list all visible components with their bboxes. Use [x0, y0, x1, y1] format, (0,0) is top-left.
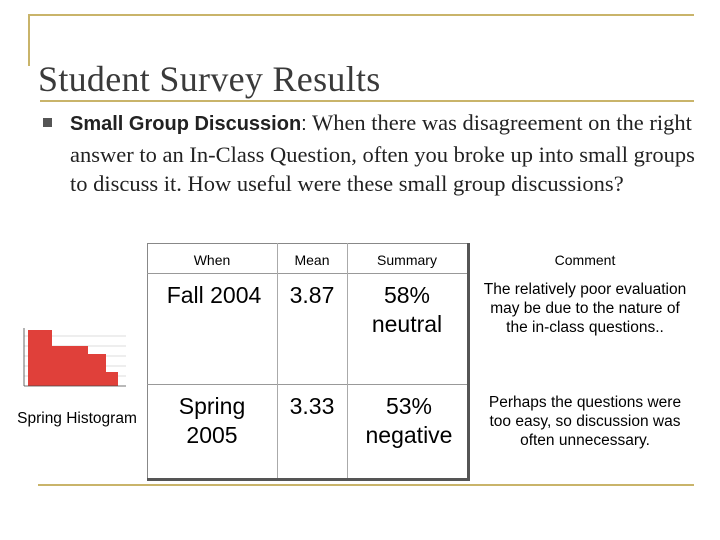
histogram-bar — [28, 330, 52, 386]
header-when: When — [193, 252, 231, 268]
row2-when-season: Spring — [178, 393, 246, 419]
bullet-colon: : — [301, 113, 307, 135]
header-comment: Comment — [554, 252, 616, 268]
table-row-divider — [147, 384, 469, 385]
bullet-body: When there was disagreement on the right… — [70, 110, 695, 196]
row2-mean: 3.33 — [289, 393, 335, 419]
row2-when-year: 2005 — [186, 422, 238, 448]
row1-comment: The relatively poor evaluation may be du… — [483, 281, 687, 336]
histogram-bar — [52, 346, 64, 386]
row2-when: Spring 2005 — [150, 392, 274, 450]
histogram-bar — [106, 372, 118, 386]
row2-summary: 53% negative — [348, 392, 470, 450]
histogram-caption: Spring Histogram — [17, 410, 137, 427]
table-shadow-right — [467, 243, 470, 480]
table-column-divider — [277, 243, 278, 478]
bullet-square-icon — [43, 118, 52, 127]
row2-comment: Perhaps the questions were too easy, so … — [488, 394, 682, 449]
row1-mean: 3.87 — [289, 282, 335, 308]
bullet-heading: Small Group Discussion — [70, 113, 302, 135]
results-table — [147, 243, 468, 479]
row2-summary-percent: 53% — [385, 393, 433, 419]
bullet-paragraph: Small Group Discussion: When there was d… — [70, 108, 710, 199]
footer-rule — [38, 484, 694, 486]
header-mean: Mean — [294, 252, 330, 268]
histogram-bar — [88, 354, 106, 386]
row1-summary-label: neutral — [371, 311, 443, 337]
row1-summary-percent: 58% — [383, 282, 431, 308]
row1-summary: 58% neutral — [348, 281, 466, 339]
table-shadow-bottom — [147, 478, 470, 481]
row2-summary-label: negative — [365, 422, 453, 448]
histogram-bar — [64, 346, 88, 386]
decorative-vertical-rule — [28, 14, 30, 66]
row1-when: Fall 2004 — [166, 282, 262, 308]
table-header-divider — [147, 273, 469, 274]
title-underline-rule — [40, 100, 694, 102]
spring-histogram-thumbnail — [14, 326, 132, 396]
header-summary: Summary — [377, 252, 437, 268]
slide-title: Student Survey Results — [38, 59, 381, 99]
table-column-divider — [347, 243, 348, 478]
decorative-top-rule — [28, 14, 694, 16]
